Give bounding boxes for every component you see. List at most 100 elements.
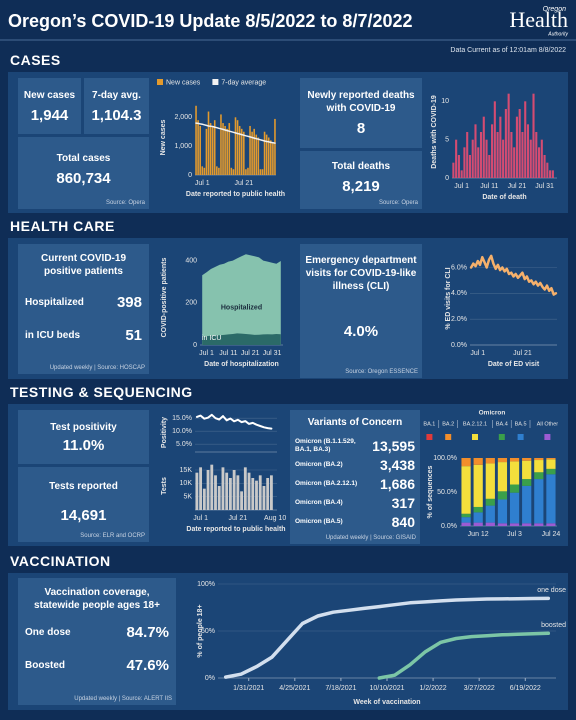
bar xyxy=(461,522,471,526)
y-axis-label: Deaths with COVID-19 xyxy=(431,95,438,169)
bar xyxy=(263,131,266,175)
bar xyxy=(258,475,262,510)
table-row: Omicron (BA.2) 3,438 xyxy=(295,457,415,473)
line xyxy=(377,631,551,680)
bar xyxy=(225,472,229,510)
bar xyxy=(468,155,472,178)
x-tick-label: 10/10/2021 xyxy=(369,685,404,692)
bar xyxy=(267,137,270,175)
bar xyxy=(502,139,505,178)
bar xyxy=(543,155,546,178)
y-axis-label: % ED visits for CLI xyxy=(445,267,452,329)
x-tick-label: 1/2/2022 xyxy=(419,685,446,692)
source-note: Updated weekly | Source: ALERT IIS xyxy=(74,696,172,702)
x-tick-label: Jul 24 xyxy=(542,531,561,538)
legend-label: Hospitalized xyxy=(221,304,262,311)
source-note: Source: Opera xyxy=(105,200,145,206)
x-tick-label: Jul 21 xyxy=(229,515,248,522)
kpi-row: Boosted 47.6% xyxy=(25,657,169,674)
bar xyxy=(497,462,508,492)
kpi-value: 84.7% xyxy=(126,624,169,641)
bar xyxy=(485,463,495,499)
kpi-label: Total cases xyxy=(56,152,111,164)
bar xyxy=(262,486,266,510)
bar xyxy=(232,470,236,510)
bar xyxy=(206,470,210,510)
x-axis-label: Date reported to public health xyxy=(186,526,285,533)
bar xyxy=(270,140,272,175)
x-axis-label: Date of ED visit xyxy=(488,361,540,368)
kpi-value: 1,104.3 xyxy=(91,106,142,124)
bar xyxy=(210,464,214,510)
bar xyxy=(251,478,255,510)
y-tick-label: 15.0% xyxy=(172,415,192,422)
table-label: Omicron (BA.2.12.1) xyxy=(295,480,358,487)
y-tick-label: 10K xyxy=(180,480,193,487)
bar xyxy=(243,467,247,510)
bar xyxy=(230,167,233,175)
bar xyxy=(510,132,513,178)
bar xyxy=(228,478,232,510)
kpi-tile: 7-day avg. 1,104.3 xyxy=(84,78,149,134)
y-tick-label: 4.0% xyxy=(451,290,467,297)
legend-swatch xyxy=(472,434,478,440)
bar xyxy=(240,491,244,510)
x-tick-label: Jul 3 xyxy=(507,531,522,538)
bar xyxy=(253,128,255,175)
bar xyxy=(499,116,502,178)
bar xyxy=(195,472,199,510)
y-tick-label: 5.0% xyxy=(176,441,192,448)
bar xyxy=(202,488,206,510)
bar xyxy=(524,101,527,178)
bar xyxy=(226,128,228,175)
kpi-label: Total deaths xyxy=(331,160,391,172)
y-tick-label: 0 xyxy=(188,172,192,179)
section-heading: TESTING & SEQUENCING xyxy=(10,384,193,400)
y-tick-label: 0% xyxy=(205,675,215,682)
bar xyxy=(529,139,532,178)
source-note: Source: Oregon ESSENCE xyxy=(345,369,418,375)
bar xyxy=(535,132,538,178)
y-tick-label: 100% xyxy=(197,581,215,588)
legend-label: BA.2 xyxy=(442,421,454,427)
bar xyxy=(534,472,544,480)
bar xyxy=(507,93,510,178)
kpi-value: 398 xyxy=(116,294,142,311)
bar xyxy=(549,170,552,178)
x-tick-label: Jul 1 xyxy=(199,350,214,357)
legend-label: 7-day average xyxy=(221,79,266,86)
bar xyxy=(207,111,210,175)
bar xyxy=(546,523,556,526)
legend-swatch xyxy=(157,79,163,85)
legend-label: BA.2.12.1 xyxy=(463,421,487,427)
bar xyxy=(265,134,268,175)
y-tick-label: 0.0% xyxy=(451,342,467,349)
bar xyxy=(471,139,474,178)
bar xyxy=(509,458,520,462)
bar xyxy=(220,114,222,175)
bar xyxy=(551,170,554,178)
table-label: Omicron (BA.2) xyxy=(295,461,343,468)
bar xyxy=(236,475,240,510)
table-value: 3,438 xyxy=(379,457,415,473)
y-tick-label: 400 xyxy=(185,257,197,264)
kpi-label: Current COVID-19 positive patients xyxy=(40,253,126,277)
bar xyxy=(479,132,483,178)
bar xyxy=(515,116,518,178)
kpi-label: Newly reported deaths with COVID-19 xyxy=(307,90,415,114)
legend-label: All Other xyxy=(537,421,559,427)
source-note: Updated weekly | Source: GISAID xyxy=(325,535,416,541)
x-tick-label: 4/25/2021 xyxy=(279,685,310,692)
section-heading: CASES xyxy=(10,52,61,68)
bar xyxy=(473,506,483,513)
x-axis-label: Week of vaccination xyxy=(353,699,420,706)
table-label: Omicron (BA.4) xyxy=(295,499,343,506)
logo-line: Oregon xyxy=(543,6,566,13)
bar xyxy=(522,479,532,486)
area xyxy=(202,254,281,345)
bar xyxy=(546,459,556,469)
kpi-tile: Tests reported 14,691 Source: ELR and OC… xyxy=(18,467,149,542)
bar xyxy=(236,120,239,175)
bar xyxy=(522,458,532,461)
bar xyxy=(269,475,273,510)
